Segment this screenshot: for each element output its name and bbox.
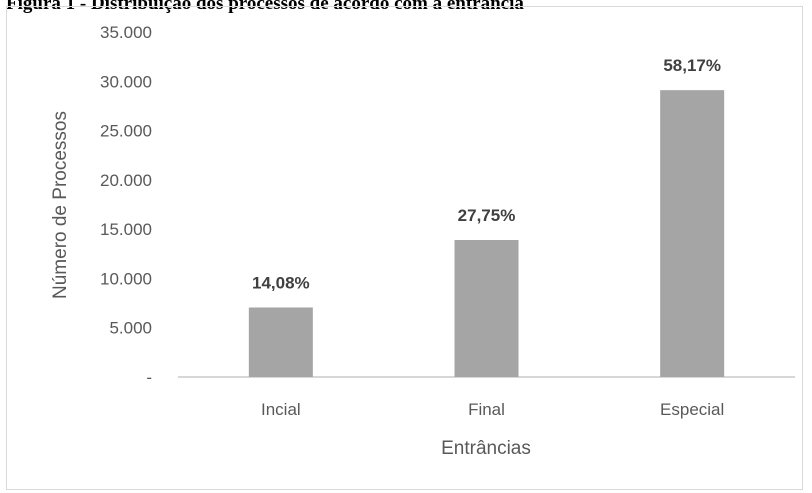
bar-data-label: 27,75% — [458, 206, 516, 225]
x-tick-label: Incial — [261, 400, 301, 419]
y-axis-title: Número de Processos — [50, 111, 71, 299]
bars — [248, 90, 725, 378]
x-axis-title: Entrâncias — [441, 438, 531, 459]
bar — [454, 239, 519, 377]
y-tick-label: 10.000 — [100, 269, 152, 288]
bar — [660, 90, 725, 378]
x-tick-label: Final — [468, 400, 505, 419]
y-tick-label: 35.000 — [100, 23, 152, 42]
y-tick-label: 25.000 — [100, 122, 152, 141]
y-tick-label: 5.000 — [109, 319, 152, 338]
bar-data-label: 14,08% — [252, 274, 310, 293]
x-axis-tick-labels: Incial Final Especial — [261, 400, 724, 419]
y-tick-label: 15.000 — [100, 220, 152, 239]
x-tick-label: Especial — [660, 400, 724, 419]
y-tick-label: 20.000 — [100, 171, 152, 190]
y-tick-label: - — [146, 368, 152, 387]
y-tick-label: 30.000 — [100, 72, 152, 91]
bar-data-label: 58,17% — [663, 56, 721, 75]
bar — [248, 307, 313, 377]
page-title: Figura 1 - Distribuição dos processos de… — [6, 0, 524, 14]
y-axis-tick-labels: - 5.000 10.000 15.000 20.000 25.000 30.000 35.0… — [100, 23, 152, 387]
chart-frame — [6, 6, 803, 490]
bar-data-labels: 14,08% 27,75% 58,17% — [252, 56, 721, 292]
